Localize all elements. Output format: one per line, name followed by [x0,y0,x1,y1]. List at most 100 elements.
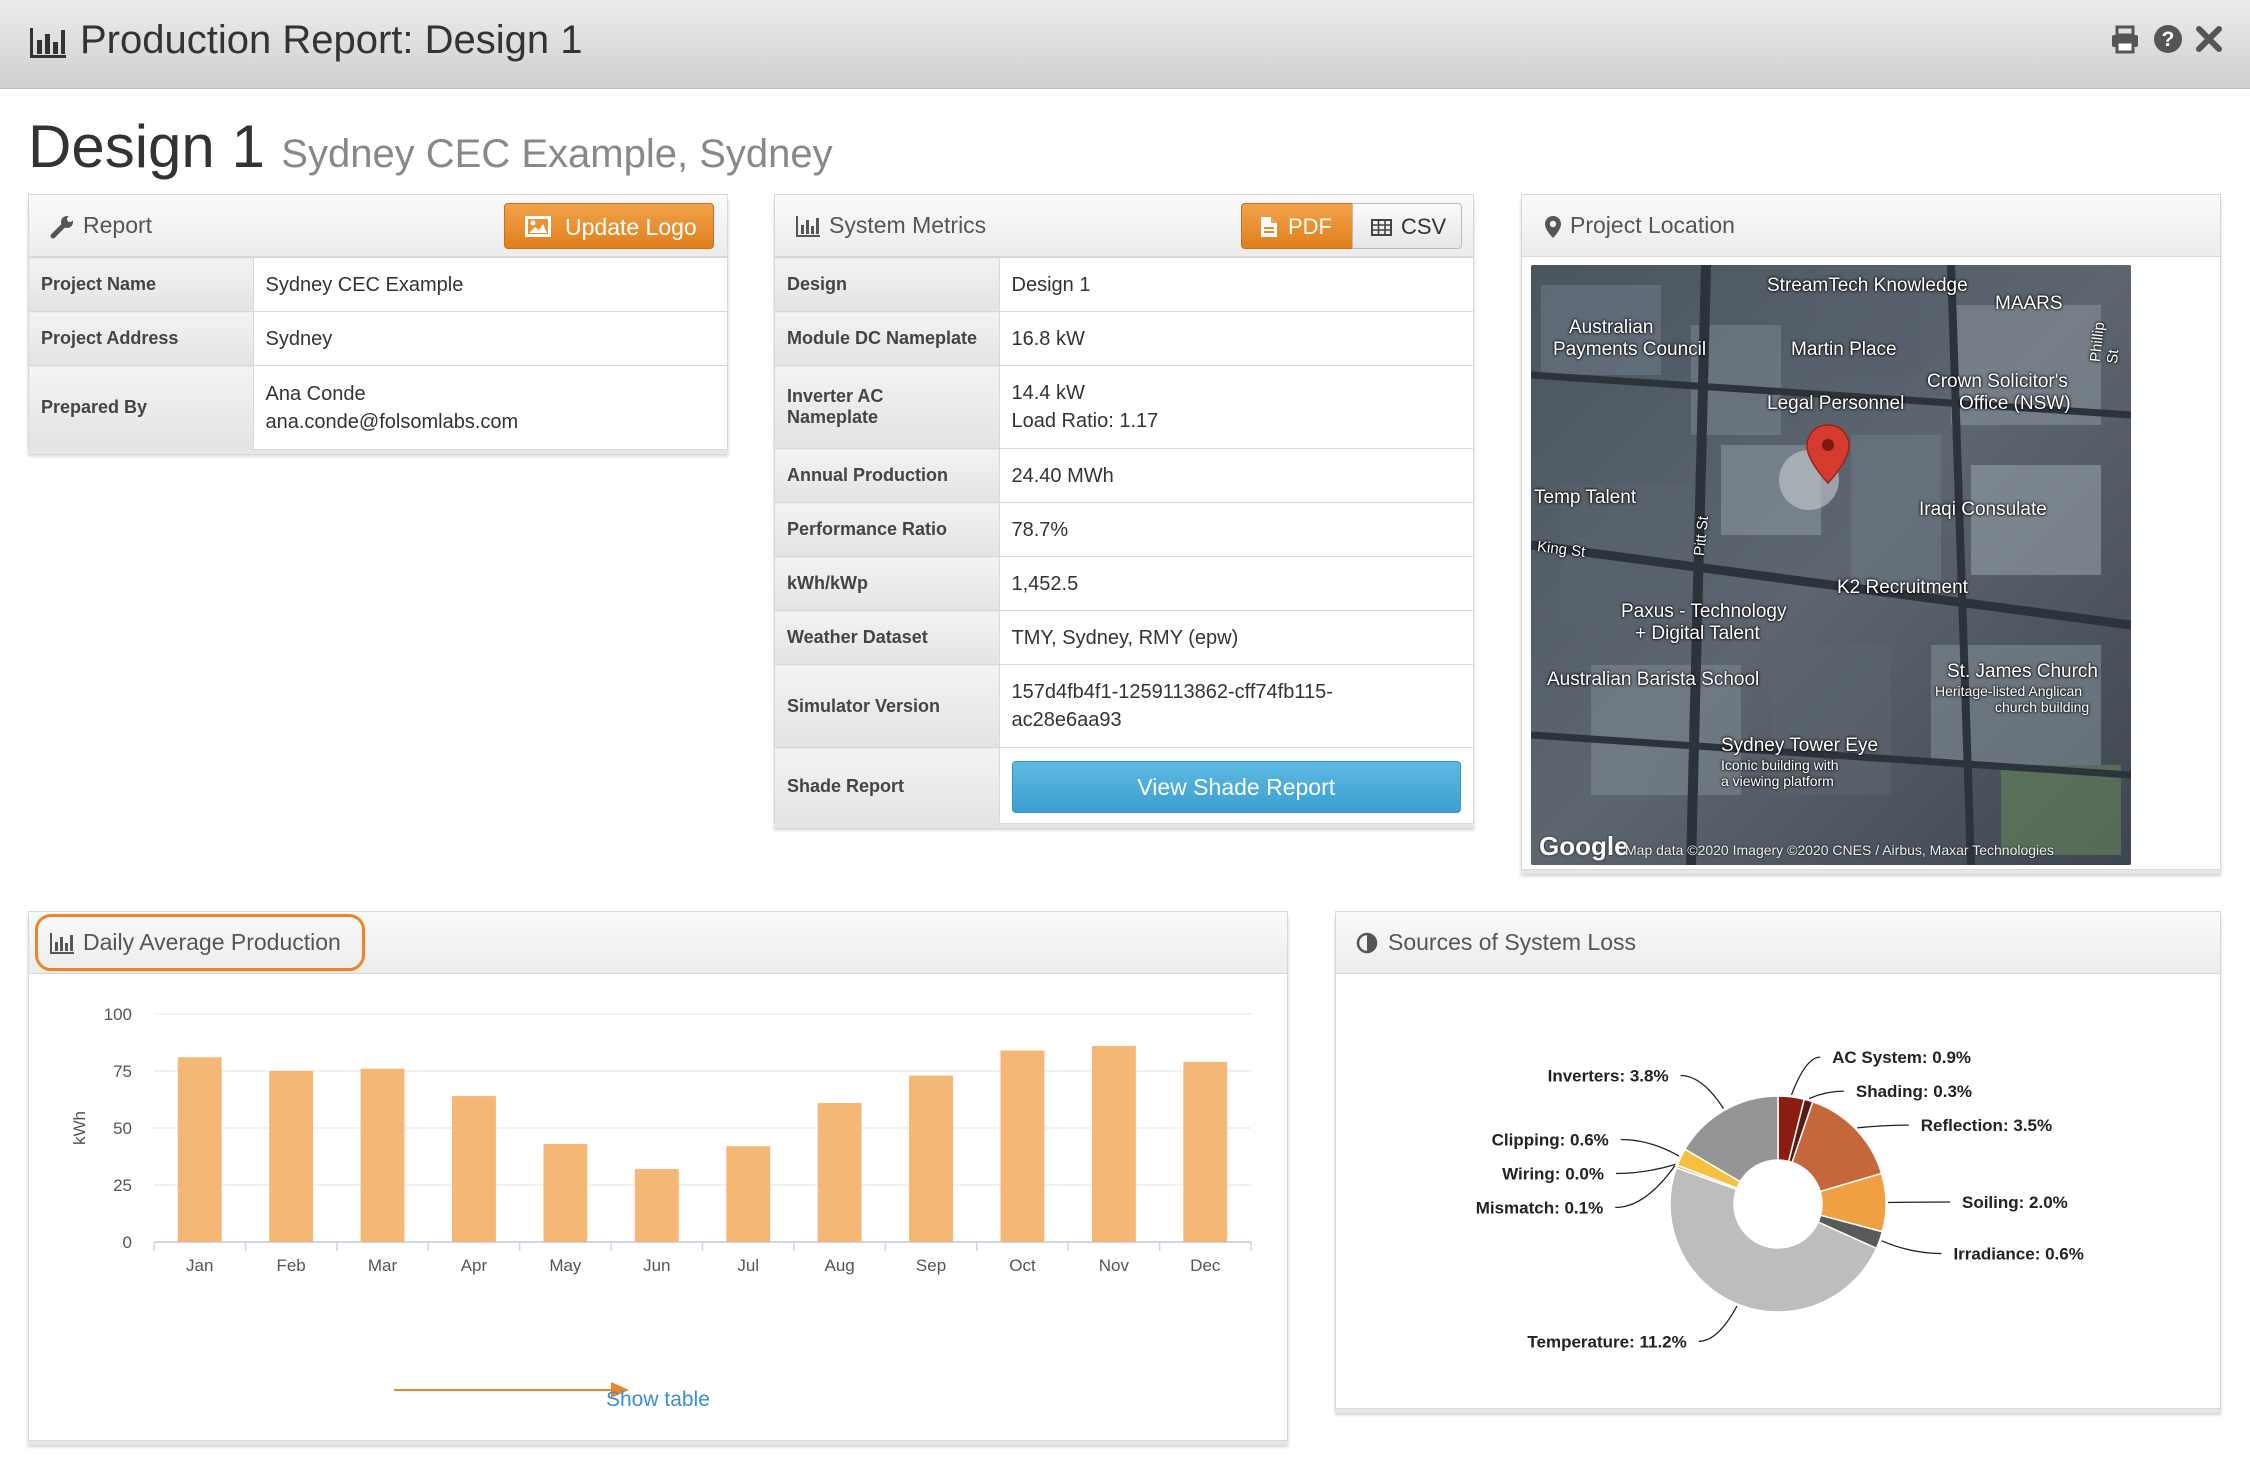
table-row: Prepared By Ana Conde ana.conde@folsomla… [29,365,727,450]
donut-label: Temperature: 11.2% [1527,1332,1686,1351]
row-value: Ana Conde ana.conde@folsomlabs.com [253,365,727,450]
donut-label: AC System: 0.9% [1832,1048,1971,1067]
table-row: kWh/kWp 1,452.5 [775,556,1473,611]
header-highlight [35,914,365,971]
row-value: Design 1 [999,257,1473,312]
table-row: Project Name Sydney CEC Example [29,257,727,312]
system-loss-donut: AC System: 0.9% Shading: 0.3% Reflection: … [1476,1048,2084,1351]
x-tick-label: Oct [1009,1256,1036,1275]
location-pin-icon[interactable] [1806,424,1850,485]
table-row: Inverter AC Nameplate 14.4 kW Load Ratio… [775,365,1473,449]
load-ratio-value: Load Ratio: 1.17 [1011,410,1159,432]
x-tick-label: Jul [737,1256,759,1275]
image-icon [525,216,551,237]
report-table: Project Name Sydney CEC Example Project … [29,257,727,450]
report-panel-title: Report [83,212,153,238]
view-shade-report-button[interactable]: View Shade Report [1011,760,1461,813]
connector-line [1857,1124,1909,1129]
row-key-line1: Inverter AC [787,386,884,406]
bar [452,1096,496,1242]
y-axis-label: kWh [70,1111,89,1145]
row-key: Annual Production [775,448,1000,503]
row-value: 24.40 MWh [999,448,1473,503]
row-value: 157d4fb4f1-1259113862-cff74fb115- ac28e6… [999,664,1473,748]
x-tick-label: Apr [461,1256,488,1275]
x-tick-label: Jun [643,1256,670,1275]
csv-label: CSV [1401,214,1447,239]
connector-line [1790,1056,1821,1096]
map-label: Iconic building with [1721,757,1839,773]
map-label: + Digital Talent [1635,623,1760,644]
close-icon[interactable] [2192,22,2226,56]
map-label: K2 Recruitment [1837,577,1968,598]
row-value: TMY, Sydney, RMY (epw) [999,610,1473,665]
x-tick-label: Nov [1099,1256,1130,1275]
page-heading: Design 1 Sydney CEC Example, Sydney [28,112,833,181]
design-name: Design 1 [28,113,265,180]
google-logo: Google [1539,831,1629,861]
window-title: Production Report: Design 1 [80,18,583,62]
bar [817,1102,862,1242]
satellite-map[interactable]: StreamTech Knowledge MAARS Australian Pa… [1531,265,2131,865]
location-panel-title: Project Location [1570,212,1735,238]
print-icon[interactable] [2108,22,2142,56]
daily-production-chart: 100 75 50 25 0 kWh Jan Feb Mar Apr May Jun Jul Aug Sep… [70,1005,1252,1275]
donut-label: Wiring: 0.0% [1502,1165,1604,1184]
table-row: Annual Production 24.40 MWh [775,448,1473,503]
connector-line [1620,1138,1680,1157]
table-row: Shade Report View Shade Report [775,747,1473,826]
x-tick-label: Sep [916,1256,946,1275]
system-loss-panel: Sources of System Loss AC System: 0.9% Sh… [1335,911,2221,1409]
table-row: Project Address Sydney [29,311,727,366]
project-location-panel: Project Location [1521,194,2221,870]
arrow-head-icon [611,1382,629,1398]
metrics-panel-title: System Metrics [829,212,987,238]
x-tick-label: Dec [1190,1256,1221,1275]
y-tick-label: 100 [104,1005,132,1024]
csv-button[interactable]: CSV [1352,203,1462,249]
map-label: Temp Talent [1534,487,1637,508]
location-panel-header: Project Location [1522,195,2220,257]
bar-chart-icon [30,28,66,58]
simulator-version-line2: ac28e6aa93 [1011,709,1122,731]
pdf-label: PDF [1288,214,1332,239]
map-label: St. James Church [1947,661,2098,682]
preparer-email: ana.conde@folsomlabs.com [265,410,519,433]
map-label: Australian [1569,317,1654,338]
help-icon[interactable]: ? [2151,22,2185,56]
donut-slice [1669,1166,1878,1313]
pdf-button[interactable]: PDF [1241,203,1353,249]
map-label: MAARS [1995,293,2063,314]
donut-slice [1683,1095,1779,1183]
connector-line [1887,1201,1950,1204]
map-label: a viewing platform [1721,773,1834,789]
report-panel-header: Report Update Logo [29,195,727,257]
donut-label: Irradiance: 0.6% [1953,1245,2083,1264]
metrics-panel-header: System Metrics PDF CSV [775,195,1473,257]
bar [1091,1045,1136,1242]
row-key: Performance Ratio [775,502,1000,557]
map-label: Iraqi Consulate [1919,499,2047,520]
table-row: Simulator Version 157d4fb4f1-1259113862-… [775,664,1473,748]
row-value: 78.7% [999,502,1473,557]
donut-label: Soiling: 2.0% [1962,1193,2068,1212]
table-icon [1371,219,1392,236]
donut-label: Reflection: 3.5% [1921,1116,2052,1135]
bar [177,1057,222,1242]
bar [726,1146,771,1242]
row-key: kWh/kWp [775,556,1000,611]
table-row: Module DC Nameplate 16.8 kW [775,311,1473,366]
y-tick-label: 50 [113,1119,132,1138]
bar [543,1143,588,1242]
loss-panel-title: Sources of System Loss [1388,929,1636,955]
row-key: Project Address [29,311,254,366]
show-table-link[interactable]: Show table [606,1388,710,1411]
arrow-line [394,1389,624,1391]
inverter-ac-value: 14.4 kW [1011,382,1085,404]
map-labels: StreamTech Knowledge MAARS Australian Pa… [1531,265,2131,865]
table-row: Design Design 1 [775,257,1473,312]
donut-label: Clipping: 0.6% [1492,1131,1609,1150]
update-logo-button[interactable]: Update Logo [504,203,714,249]
map-label: Phillip St [2087,321,2123,365]
map-attribution: Map data ©2020 Imagery ©2020 CNES / Airb… [1625,842,2054,858]
